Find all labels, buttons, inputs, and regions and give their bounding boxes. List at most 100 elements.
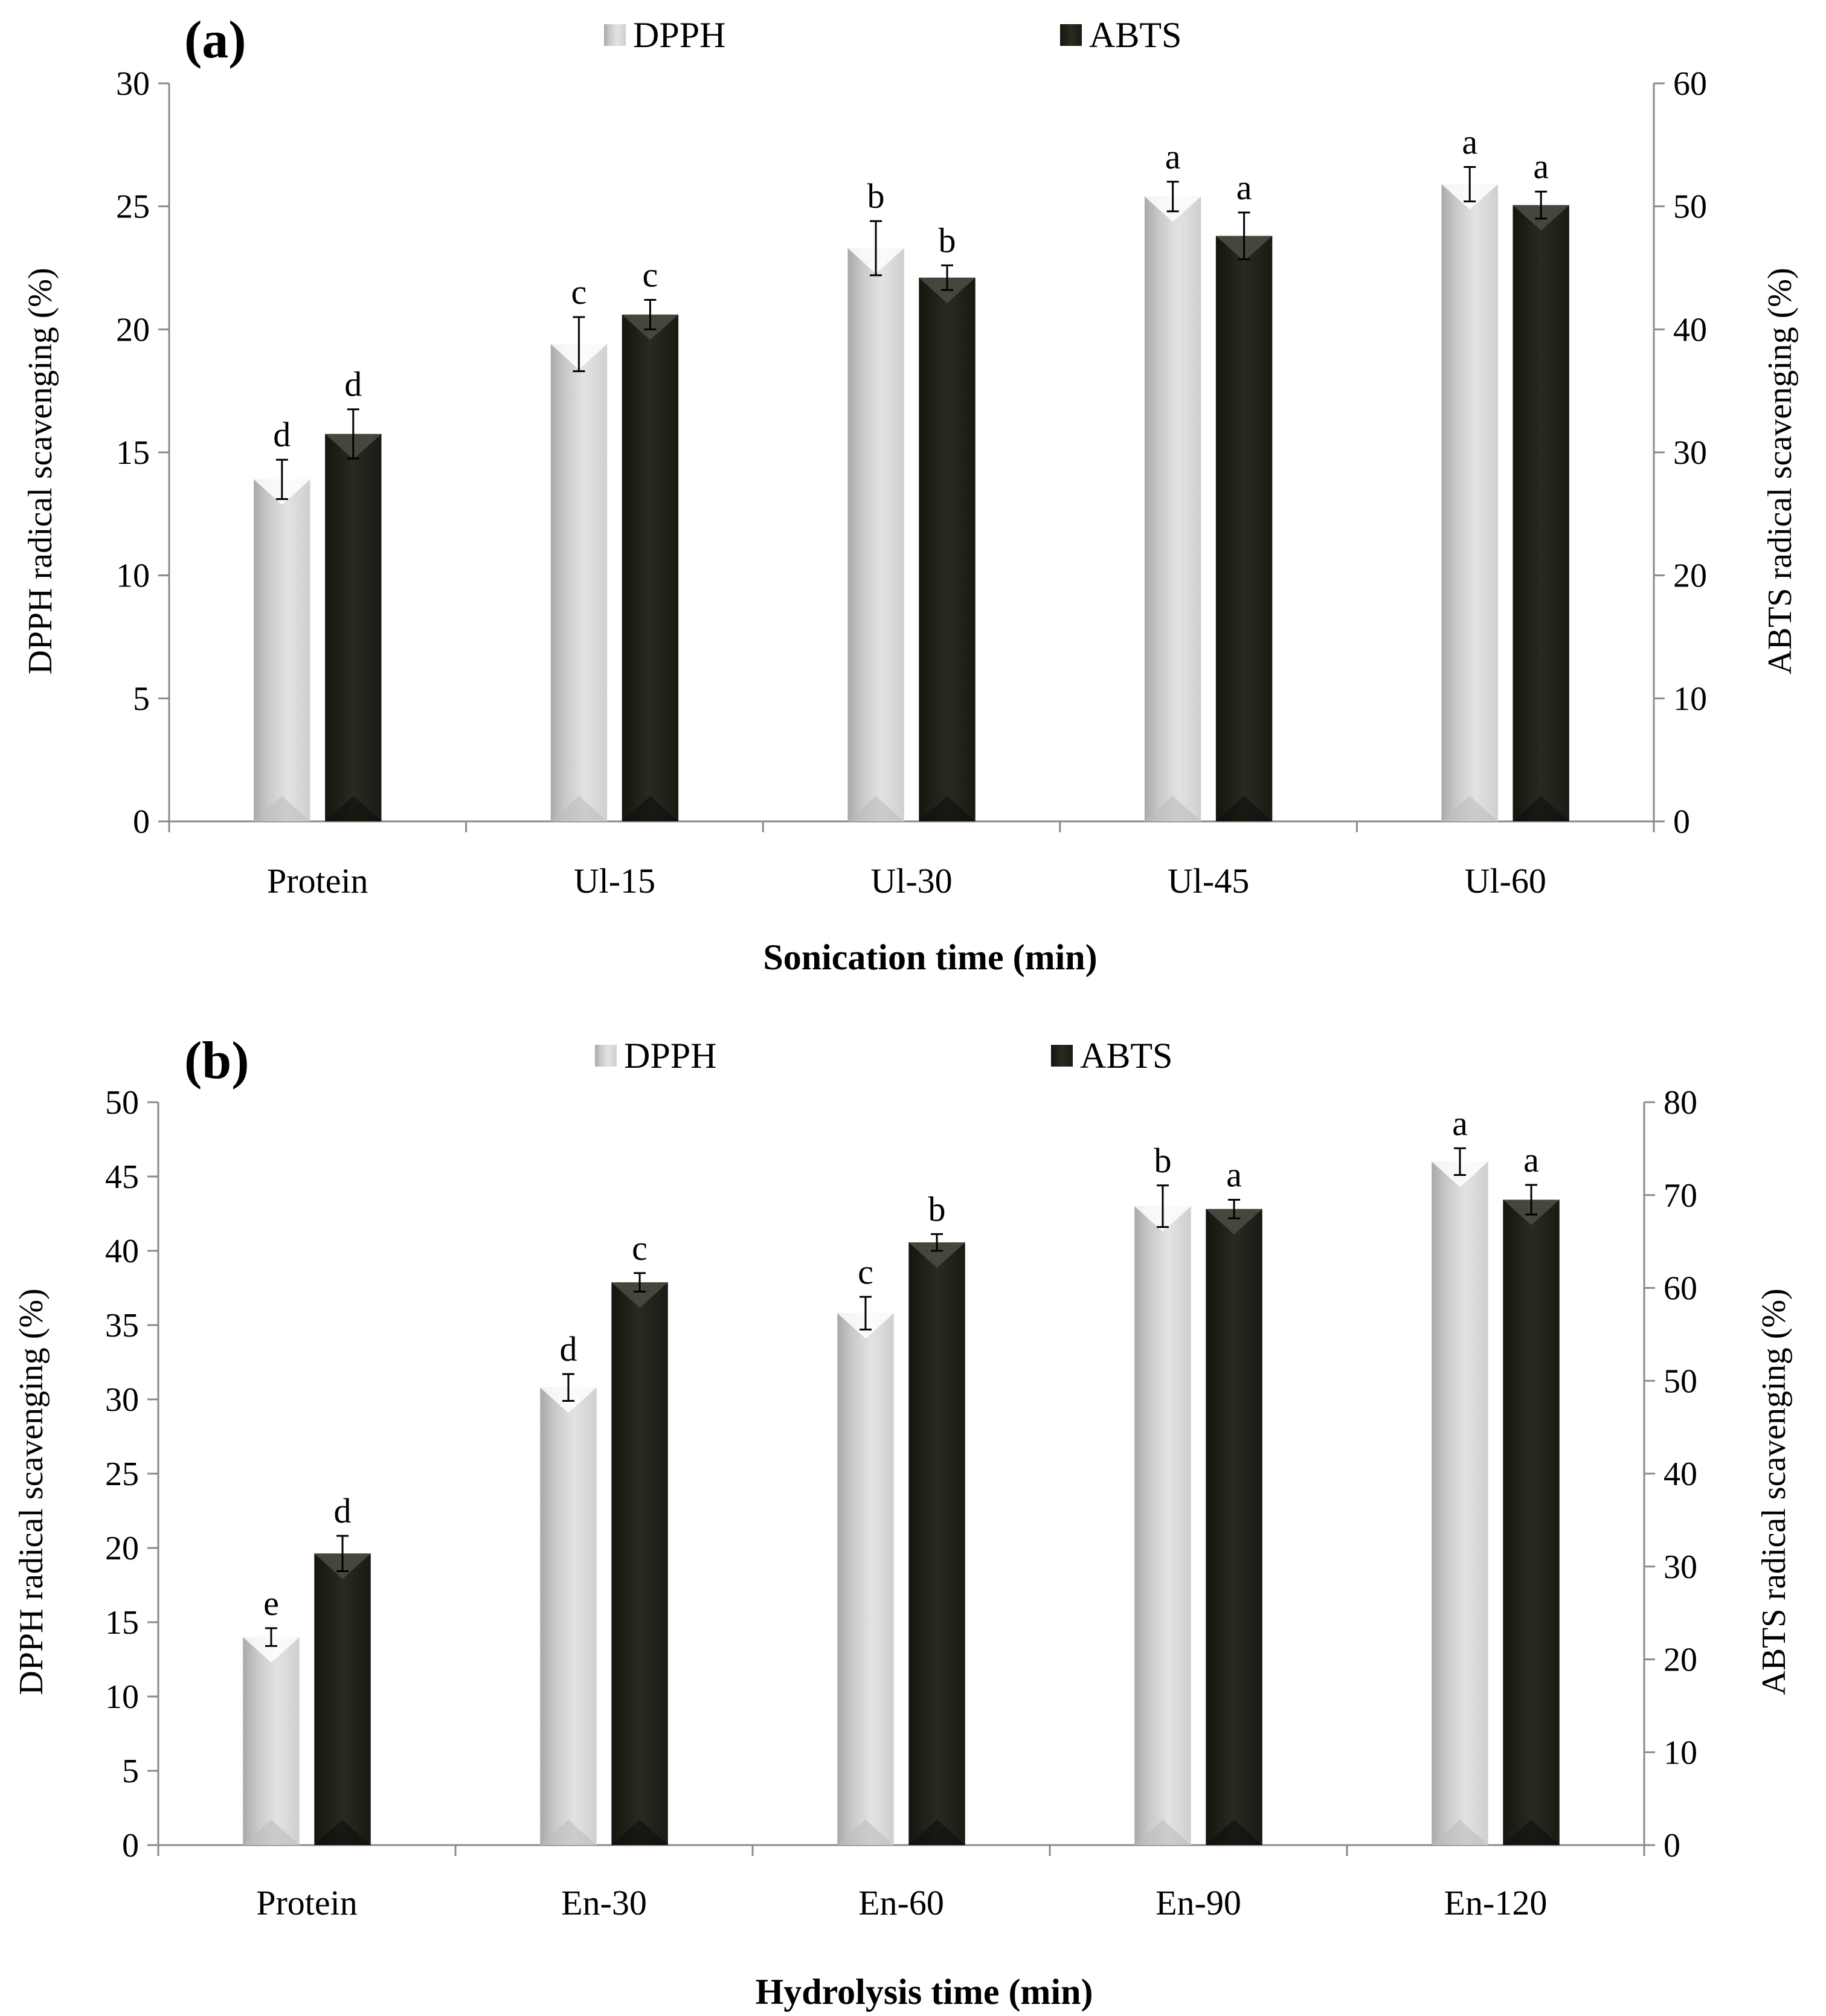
abts-bar-base-b (314, 1819, 371, 1845)
dpph-bar-base-a (847, 795, 904, 821)
legend-a-dpph-label: DPPH (633, 15, 725, 55)
y2-tick-label-b: 30 (1664, 1549, 1697, 1586)
y2-tick-label-b: 50 (1664, 1363, 1697, 1400)
y-tick-label-b: 5 (122, 1753, 139, 1790)
abts-bar-a (919, 277, 976, 821)
x-category-label-b: En-30 (561, 1883, 647, 1922)
plot-area-a: 0 5 10 15 20 25 30 0 10 20 30 40 50 60 Protein Ul-15 Ul-… (116, 65, 1707, 900)
dpph-bar-a (1144, 196, 1201, 822)
abts-bar-base-a (1215, 795, 1273, 821)
abts-significance-letter-b: a (1226, 1155, 1242, 1194)
y-tick-label-b: 10 (105, 1678, 139, 1716)
abts-bar-a (325, 434, 382, 821)
y-tick-label-b: 25 (105, 1456, 139, 1493)
dpph-bar-base-b (243, 1819, 300, 1845)
plot-area-b: 0 5 10 15 20 25 30 35 40 45 50 0 10 20 30 40 50 60 70 80 Pro… (105, 1084, 1697, 1922)
y-tick-label-b: 0 (122, 1827, 139, 1864)
y2-tick-label-a: 40 (1673, 311, 1707, 348)
abts-significance-letter-a: c (643, 255, 658, 294)
y-tick-label-a: 30 (116, 65, 150, 103)
y-tick-label-a: 10 (116, 557, 150, 595)
legend-a-abts-swatch (1060, 24, 1082, 46)
y-tick-label-b: 45 (105, 1158, 139, 1196)
y-tick-label-b: 50 (105, 1084, 139, 1122)
abts-bar-b (1503, 1199, 1560, 1845)
y-tick-label-a: 0 (133, 803, 150, 841)
abts-bar-cap-b (908, 1242, 965, 1268)
dpph-bar-b (540, 1387, 597, 1845)
legend-a-dpph-swatch (604, 24, 626, 46)
abts-bar-base-b (908, 1819, 965, 1845)
panel-b-label: (b) (184, 1032, 249, 1090)
dpph-bar-a (847, 248, 904, 821)
abts-bar-b (611, 1282, 668, 1845)
y2-tick-label-b: 60 (1664, 1270, 1697, 1308)
x-category-label-b: En-90 (1156, 1883, 1241, 1922)
abts-bar-base-a (622, 795, 679, 821)
y-tick-label-b: 20 (105, 1530, 139, 1567)
dpph-significance-letter-a: a (1462, 122, 1477, 161)
y-tick-label-b: 40 (105, 1233, 139, 1270)
panel-a: (a) DPPH ABTS DPPH radical scavenging (%… (22, 11, 1799, 977)
dpph-significance-letter-a: c (571, 272, 587, 312)
y2-tick-label-b: 70 (1664, 1177, 1697, 1215)
dpph-bar-a (1441, 184, 1498, 822)
dpph-significance-letter-a: d (273, 415, 291, 454)
y2-axis-title-b: ABTS radical scavenging (%) (1755, 1288, 1793, 1695)
panel-a-label: (a) (184, 11, 246, 69)
y2-tick-label-a: 60 (1673, 65, 1707, 103)
dpph-bar-a (254, 479, 310, 821)
abts-bar-b (1206, 1209, 1262, 1845)
abts-bar-b (908, 1242, 965, 1845)
abts-bar-cap-b (611, 1282, 668, 1308)
dpph-significance-letter-a: a (1165, 137, 1181, 176)
legend-b-abts-label: ABTS (1080, 1036, 1172, 1076)
dpph-bar-base-a (1144, 795, 1201, 821)
legend-b-abts-swatch (1051, 1045, 1073, 1067)
dpph-bar-base-b (1134, 1819, 1191, 1845)
y2-tick-label-a: 10 (1673, 680, 1707, 717)
dpph-bar-cap-b (243, 1637, 300, 1663)
dpph-significance-letter-b: b (1154, 1141, 1171, 1180)
y-axis-title-b: DPPH radical scavenging (%) (13, 1288, 50, 1695)
y2-tick-label-a: 0 (1673, 803, 1690, 841)
dpph-bar-base-b (540, 1819, 597, 1845)
dpph-bar-a (550, 344, 608, 821)
y2-tick-label-b: 40 (1664, 1456, 1697, 1493)
dpph-bar-base-a (254, 795, 310, 821)
dpph-bar-base-a (1441, 795, 1498, 821)
y-axis-title-a: DPPH radical scavenging (%) (22, 268, 59, 674)
abts-bar-base-a (325, 795, 382, 821)
y-tick-label-b: 15 (105, 1604, 139, 1642)
abts-significance-letter-a: b (938, 220, 956, 260)
dpph-bar-base-a (550, 795, 608, 821)
y-tick-label-a: 20 (116, 311, 150, 348)
dpph-bar-b (1432, 1161, 1488, 1845)
y2-axis-title-a: ABTS radical scavenging (%) (1761, 268, 1799, 674)
x-category-label-a: Ul-15 (574, 861, 655, 900)
abts-significance-letter-b: b (928, 1189, 946, 1228)
y2-tick-label-b: 10 (1664, 1734, 1697, 1771)
abts-bar-base-a (919, 795, 976, 821)
abts-bar-b (314, 1553, 371, 1845)
dpph-bar-b (1134, 1206, 1191, 1845)
dpph-significance-letter-b: a (1452, 1103, 1468, 1143)
x-category-label-a: Protein (267, 861, 368, 900)
y2-tick-label-b: 0 (1664, 1827, 1680, 1864)
abts-bar-a (1215, 236, 1273, 822)
dpph-bar-base-b (1432, 1819, 1488, 1845)
x-axis-title-b: Hydrolysis time (min) (756, 1972, 1093, 2012)
y2-tick-label-b: 80 (1664, 1084, 1697, 1122)
x-category-label-a: Ul-45 (1168, 861, 1249, 900)
abts-significance-letter-b: c (632, 1228, 648, 1268)
abts-significance-letter-b: d (334, 1491, 352, 1530)
dpph-bar-b (243, 1637, 300, 1845)
dpph-bar-b (837, 1313, 894, 1845)
abts-significance-letter-b: a (1523, 1140, 1539, 1180)
legend-b-dpph-label: DPPH (624, 1036, 716, 1076)
dpph-significance-letter-b: d (559, 1329, 577, 1369)
abts-significance-letter-a: d (344, 365, 362, 404)
y-tick-label-a: 25 (116, 188, 150, 226)
dpph-significance-letter-b: c (858, 1252, 873, 1291)
